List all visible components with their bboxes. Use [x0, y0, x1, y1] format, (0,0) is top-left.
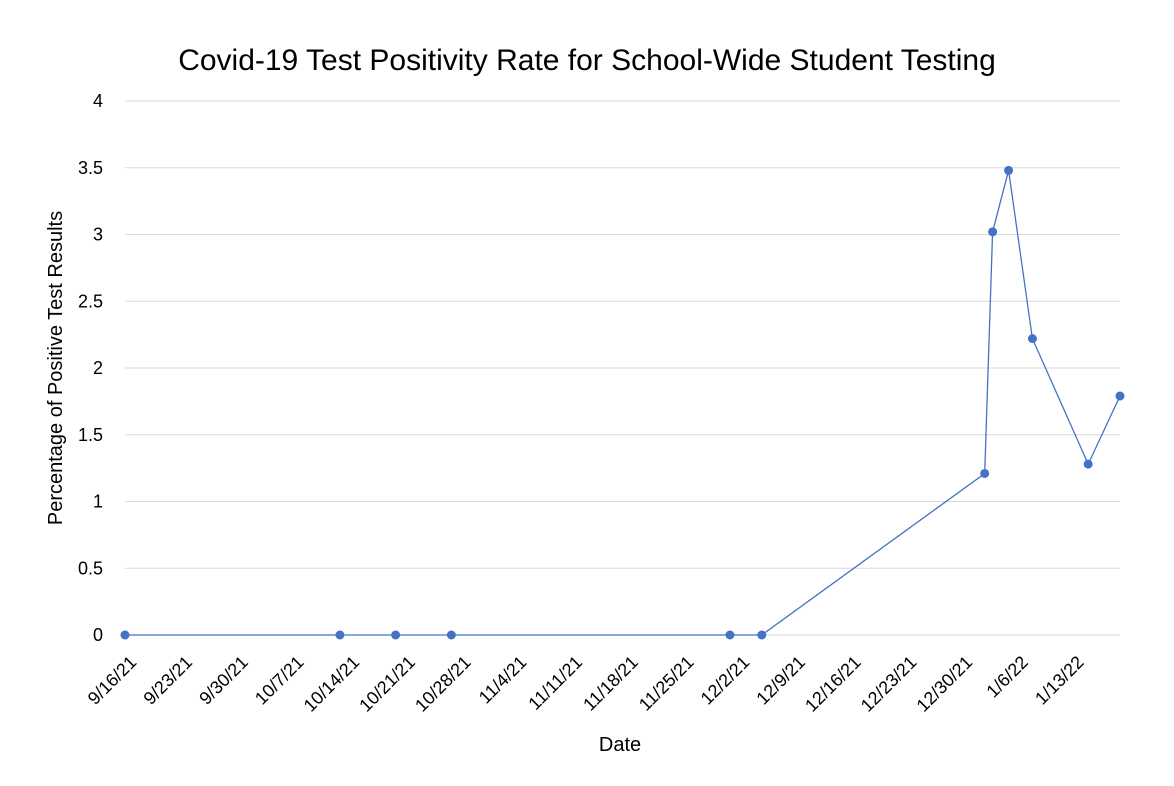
data-point — [725, 630, 735, 640]
y-tick-label: 2 — [93, 358, 103, 378]
y-tick-label: 0 — [93, 625, 103, 645]
data-point — [391, 630, 401, 640]
chart-title: Covid-19 Test Positivity Rate for School… — [178, 44, 996, 77]
x-tick-label: 10/14/21 — [300, 652, 364, 716]
data-point — [120, 630, 130, 640]
data-point — [446, 630, 456, 640]
x-tick-label: 11/18/21 — [579, 652, 642, 715]
x-tick-label: 11/4/21 — [475, 652, 531, 708]
x-tick-label: 10/21/21 — [355, 652, 419, 716]
x-tick-label: 12/30/21 — [913, 652, 977, 716]
y-tick-label: 1 — [93, 492, 103, 512]
x-tick-label: 10/7/21 — [251, 652, 308, 709]
y-tick-label: 1.5 — [78, 425, 103, 445]
x-axis-label: Date — [599, 734, 641, 756]
data-point — [1083, 459, 1093, 469]
series-layer — [120, 165, 1125, 640]
y-tick-label: 2.5 — [78, 291, 103, 311]
x-axis-ticks: 9/16/21 9/23/21 9/30/21 10/7/2110/14/2110/2… — [84, 652, 1088, 716]
x-tick-label: 10/28/21 — [411, 652, 475, 716]
gridlines — [125, 100, 1120, 636]
data-point — [335, 630, 345, 640]
x-tick-label: 12/23/21 — [857, 652, 921, 716]
x-tick-label: 9/16/21 — [84, 652, 141, 709]
y-tick-label: 0.5 — [78, 558, 103, 578]
data-point — [1115, 391, 1125, 401]
data-point — [1004, 165, 1014, 175]
y-tick-label: 3.5 — [78, 158, 103, 178]
x-tick-label: 1/13/22 — [1031, 652, 1088, 709]
data-point — [757, 630, 767, 640]
x-tick-label: 11/11/21 — [524, 652, 586, 714]
y-tick-label: 3 — [93, 225, 103, 245]
y-tick-label: 4 — [93, 91, 103, 111]
x-tick-label: 9/30/21 — [195, 652, 252, 709]
x-tick-label: 12/9/21 — [752, 652, 809, 709]
data-point — [1027, 334, 1037, 344]
x-tick-label: 11/25/21 — [635, 652, 698, 715]
x-tick-label: 12/16/21 — [801, 652, 865, 716]
x-tick-label: 9/23/21 — [140, 652, 197, 709]
x-tick-label: 1/6/22 — [982, 652, 1032, 702]
y-axis-label: Percentage of Positive Test Results — [45, 211, 67, 525]
y-axis-ticks: 0 0.5 1 1.5 2 2.5 3 3.5 4 — [78, 91, 103, 645]
data-point — [980, 468, 990, 478]
x-tick-label: 12/2/21 — [697, 652, 754, 709]
series-line — [125, 170, 1121, 636]
data-point — [988, 227, 998, 237]
